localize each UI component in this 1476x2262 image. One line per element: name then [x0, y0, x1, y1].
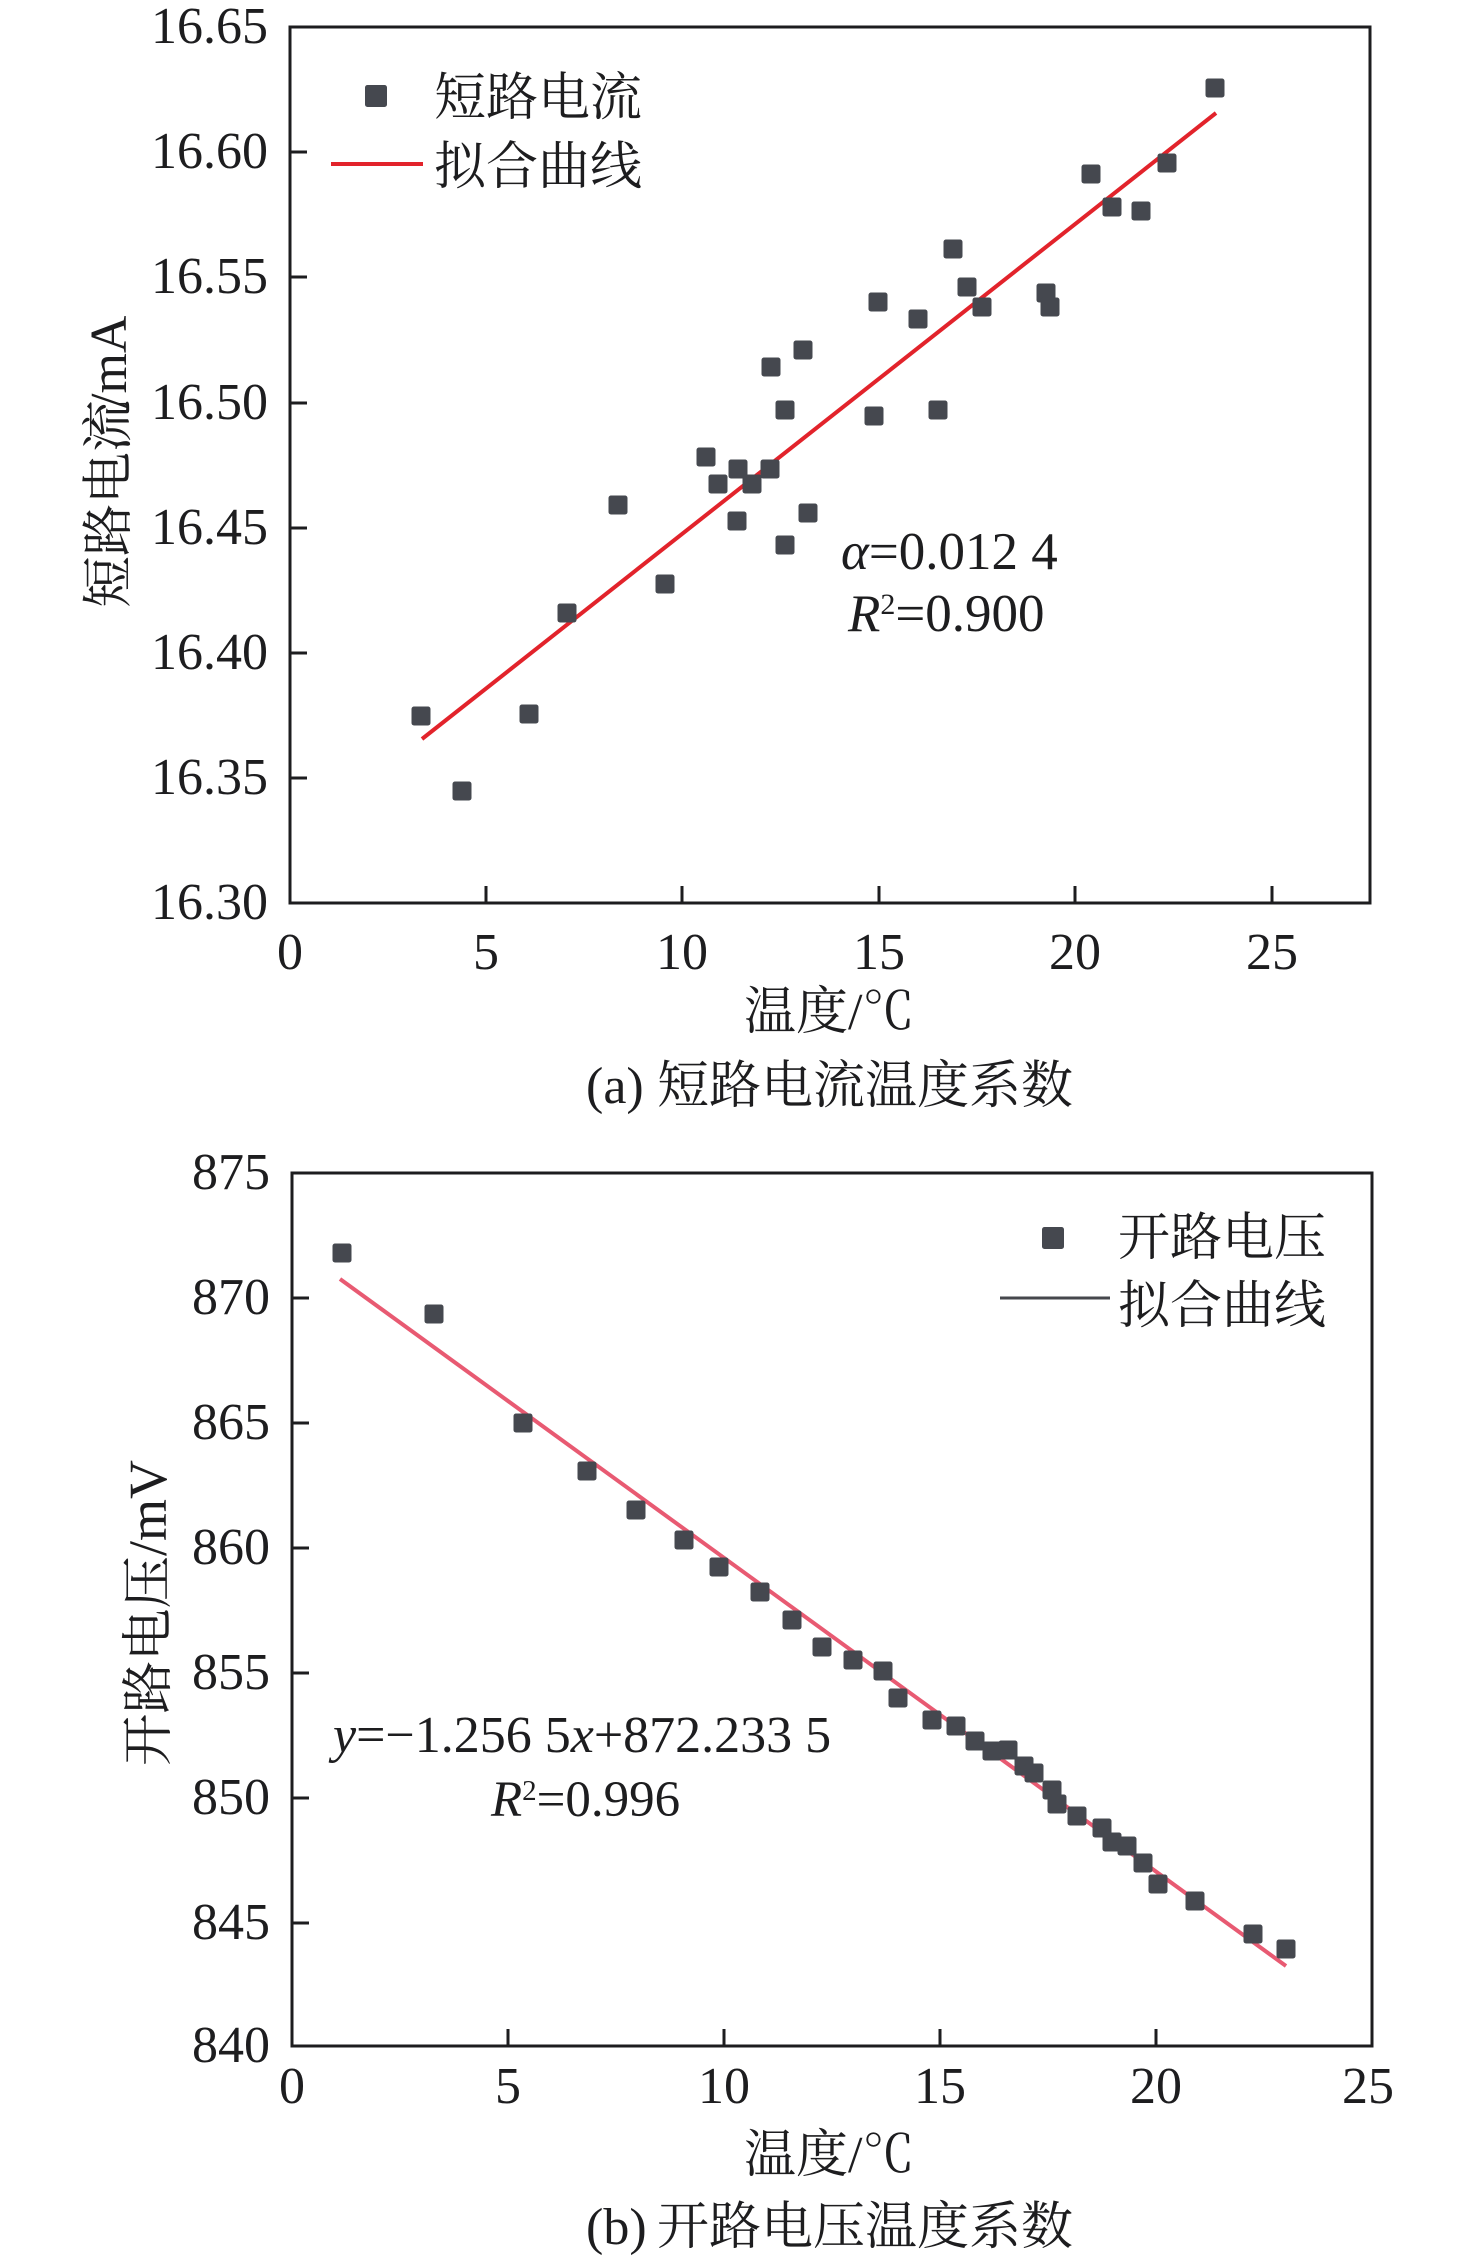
svg-text:25: 25 — [1246, 924, 1298, 981]
svg-text:16.55: 16.55 — [151, 248, 268, 305]
svg-text:855: 855 — [192, 1644, 270, 1701]
svg-text:10: 10 — [698, 2058, 750, 2115]
svg-text:R2=0.900: R2=0.900 — [847, 585, 1045, 643]
svg-text:16.45: 16.45 — [151, 499, 268, 556]
svg-text:20: 20 — [1130, 2058, 1182, 2115]
svg-text:20: 20 — [1049, 924, 1101, 981]
svg-text:25: 25 — [1342, 2058, 1394, 2115]
svg-text:5: 5 — [473, 924, 499, 981]
svg-text:16.60: 16.60 — [151, 123, 268, 180]
svg-text:/mA: /mA — [81, 315, 138, 408]
svg-text:845: 845 — [192, 1894, 270, 1951]
svg-text:y=−1.256 5x+872.233 5: y=−1.256 5x+872.233 5 — [328, 1707, 831, 1764]
svg-text:10: 10 — [656, 924, 708, 981]
svg-text:840: 840 — [192, 2017, 270, 2074]
svg-text:860: 860 — [192, 1519, 270, 1576]
svg-text:(b): (b) — [586, 2199, 647, 2256]
svg-text:/: / — [848, 2127, 863, 2184]
svg-text:15: 15 — [914, 2058, 966, 2115]
svg-text:0: 0 — [277, 924, 303, 981]
svg-text:865: 865 — [192, 1394, 270, 1451]
svg-text:875: 875 — [192, 1144, 270, 1201]
svg-text:15: 15 — [853, 924, 905, 981]
svg-text:(a): (a) — [586, 1058, 644, 1115]
svg-text:16.35: 16.35 — [151, 749, 268, 806]
svg-text:16.65: 16.65 — [151, 0, 268, 55]
svg-text:870: 870 — [192, 1269, 270, 1326]
svg-text:R2=0.996: R2=0.996 — [490, 1772, 680, 1828]
svg-text:/mV: /mV — [118, 1460, 178, 1556]
svg-text:16.30: 16.30 — [151, 874, 268, 931]
svg-text:16.40: 16.40 — [151, 624, 268, 681]
svg-text:0: 0 — [279, 2058, 305, 2115]
svg-text:α=0.012 4: α=0.012 4 — [841, 523, 1058, 581]
svg-text:16.50: 16.50 — [151, 374, 268, 431]
svg-text:850: 850 — [192, 1769, 270, 1826]
svg-text:5: 5 — [495, 2058, 521, 2115]
svg-text:/: / — [848, 984, 863, 1041]
